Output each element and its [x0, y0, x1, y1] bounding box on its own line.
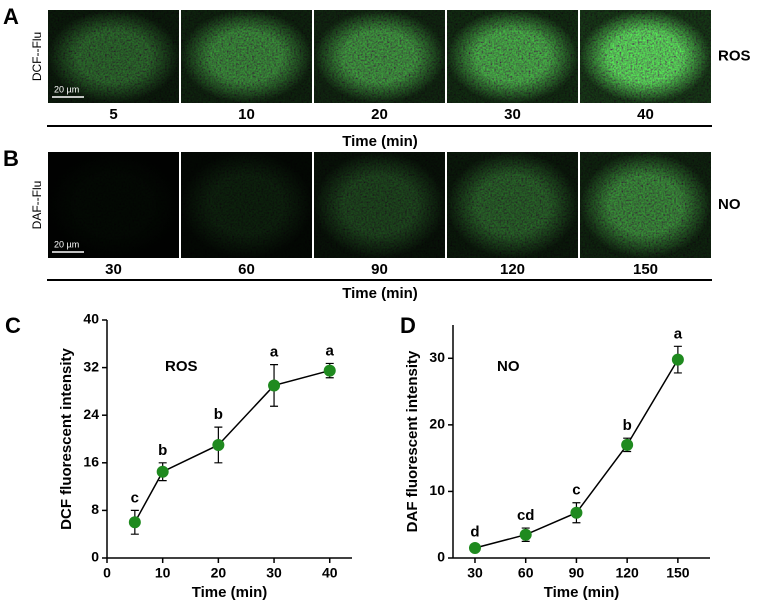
x-tick-label: 30 — [266, 565, 282, 581]
y-axis-label: DCF fluorescent intensity — [58, 348, 75, 530]
row-label: DCF--Flu — [30, 32, 44, 81]
time-label: 90 — [371, 261, 388, 278]
micrograph-vignette — [447, 152, 578, 258]
side-label: NO — [718, 196, 741, 213]
x-axis-label: Time (min) — [544, 584, 620, 601]
data-point — [212, 438, 225, 451]
micrograph-vignette — [181, 10, 312, 103]
x-tick-label: 30 — [467, 565, 483, 581]
time-label: 60 — [238, 261, 255, 278]
time-axis-label: Time (min) — [342, 133, 418, 150]
y-tick-label: 32 — [83, 358, 99, 374]
significance-label: a — [326, 342, 335, 359]
x-tick-label: 40 — [322, 565, 338, 581]
panel-letter: B — [3, 146, 19, 171]
time-label: 120 — [500, 261, 525, 278]
scale-bar-label: 20 µm — [54, 239, 79, 249]
scale-bar-label: 20 µm — [54, 84, 79, 94]
annotation: ROS — [165, 358, 198, 375]
panel-letter: C — [5, 313, 21, 338]
y-axis-label: DAF fluorescent intensity — [404, 350, 421, 532]
significance-label: c — [572, 482, 580, 499]
micrograph-vignette — [48, 10, 179, 103]
y-tick-label: 10 — [429, 482, 445, 498]
micrograph-vignette — [314, 152, 445, 258]
micrograph-vignette — [580, 152, 711, 258]
y-tick-label: 30 — [429, 349, 445, 365]
x-tick-label: 0 — [103, 565, 111, 581]
time-label: 5 — [109, 106, 117, 123]
panel-letter: D — [400, 313, 416, 338]
micrograph-vignette — [314, 10, 445, 103]
data-point — [621, 438, 634, 451]
y-tick-label: 0 — [91, 549, 99, 565]
data-point — [156, 465, 169, 478]
y-tick-label: 16 — [83, 454, 99, 470]
x-tick-label: 120 — [615, 565, 639, 581]
time-label: 20 — [371, 106, 388, 123]
data-point — [323, 364, 336, 377]
significance-label: c — [131, 489, 139, 506]
data-point — [519, 528, 532, 541]
panel-letter: A — [3, 4, 19, 29]
y-tick-label: 40 — [83, 311, 99, 327]
data-point — [268, 379, 281, 392]
data-point — [570, 506, 583, 519]
x-tick-label: 60 — [518, 565, 534, 581]
data-point — [468, 542, 481, 555]
data-point — [128, 516, 141, 529]
x-tick-label: 10 — [155, 565, 171, 581]
y-tick-label: 24 — [83, 406, 99, 422]
micrograph-vignette — [447, 10, 578, 103]
significance-label: a — [270, 344, 279, 361]
x-axis-label: Time (min) — [192, 584, 268, 601]
y-tick-label: 20 — [429, 416, 445, 432]
time-label: 30 — [105, 261, 122, 278]
x-tick-label: 150 — [666, 565, 690, 581]
significance-label: b — [158, 442, 167, 459]
row-label: DAF--Flu — [30, 181, 44, 230]
significance-label: b — [623, 417, 632, 434]
time-label: 150 — [633, 261, 658, 278]
micrograph-vignette — [181, 152, 312, 258]
side-label: ROS — [718, 47, 751, 64]
micrograph-vignette — [580, 10, 711, 103]
significance-label: cd — [517, 507, 535, 524]
y-tick-label: 0 — [437, 549, 445, 565]
x-tick-label: 20 — [211, 565, 227, 581]
y-tick-label: 8 — [91, 501, 99, 517]
data-point — [671, 353, 684, 366]
time-label: 10 — [238, 106, 255, 123]
time-axis-label: Time (min) — [342, 285, 418, 302]
significance-label: a — [674, 325, 683, 342]
micrograph-vignette — [48, 152, 179, 258]
significance-label: b — [214, 406, 223, 423]
time-label: 30 — [504, 106, 521, 123]
time-label: 40 — [637, 106, 654, 123]
x-tick-label: 90 — [569, 565, 585, 581]
annotation: NO — [497, 358, 520, 375]
significance-label: d — [470, 524, 479, 541]
